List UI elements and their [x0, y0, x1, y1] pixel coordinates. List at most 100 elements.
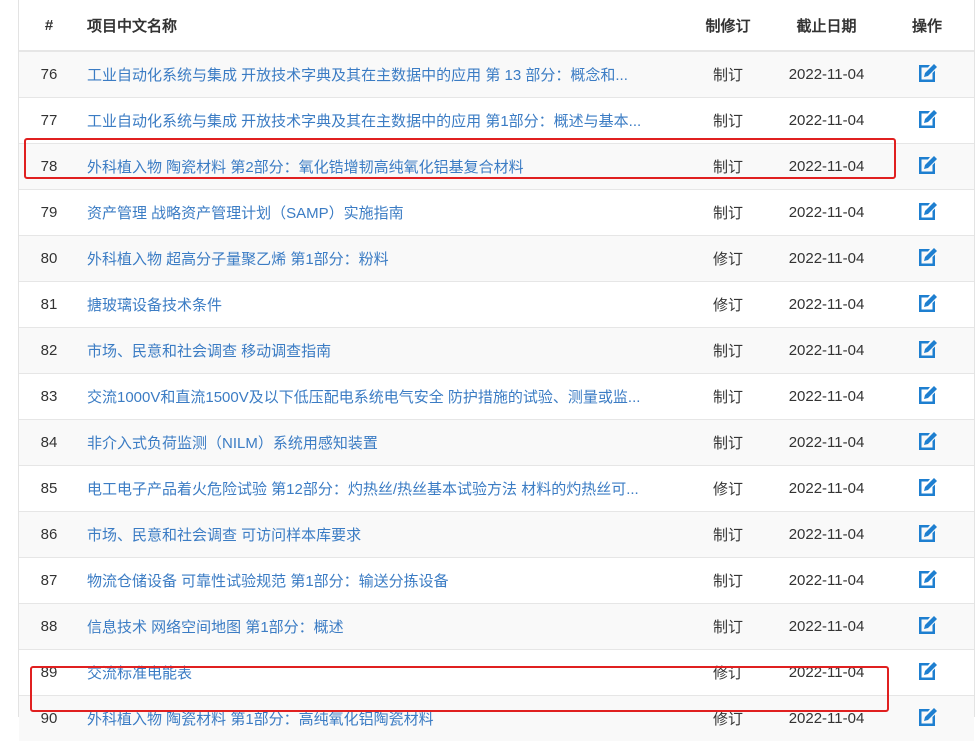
- project-name-link[interactable]: 搪玻璃设备技术条件: [87, 297, 222, 314]
- project-name-link[interactable]: 非介入式负荷监测（NILM）系统用感知装置: [87, 435, 378, 452]
- table-header: # 项目中文名称 制修订 截止日期 操作: [19, 0, 974, 51]
- row-type: 制订: [683, 51, 773, 98]
- project-name-link[interactable]: 交流标准电能表: [87, 665, 192, 682]
- row-name-cell: 外科植入物 超高分子量聚乙烯 第1部分：粉料: [79, 236, 683, 282]
- row-action: [880, 650, 974, 696]
- table-row: 88 信息技术 网络空间地图 第1部分：概述 制订 2022-11-04: [19, 604, 974, 650]
- edit-icon[interactable]: [915, 567, 939, 595]
- project-name-link[interactable]: 资产管理 战略资产管理计划（SAMP）实施指南: [87, 205, 404, 222]
- row-date: 2022-11-04: [773, 466, 880, 512]
- row-number: 76: [19, 51, 79, 98]
- edit-icon[interactable]: [915, 383, 939, 411]
- project-name-link[interactable]: 外科植入物 超高分子量聚乙烯 第1部分：粉料: [87, 251, 389, 268]
- project-name-link[interactable]: 外科植入物 陶瓷材料 第1部分：高纯氧化铝陶瓷材料: [87, 711, 434, 728]
- table-row: 84 非介入式负荷监测（NILM）系统用感知装置 制订 2022-11-04: [19, 420, 974, 466]
- row-name-cell: 外科植入物 陶瓷材料 第2部分：氧化锆增韧高纯氧化铝基复合材料: [79, 144, 683, 190]
- row-date: 2022-11-04: [773, 98, 880, 144]
- row-name-cell: 非介入式负荷监测（NILM）系统用感知装置: [79, 420, 683, 466]
- project-name-link[interactable]: 外科植入物 陶瓷材料 第2部分：氧化锆增韧高纯氧化铝基复合材料: [87, 159, 524, 176]
- row-name-cell: 市场、民意和社会调查 可访问样本库要求: [79, 512, 683, 558]
- row-action: [880, 420, 974, 466]
- table-row: 85 电工电子产品着火危险试验 第12部分：灼热丝/热丝基本试验方法 材料的灼热…: [19, 466, 974, 512]
- row-type: 修订: [683, 696, 773, 741]
- row-date: 2022-11-04: [773, 374, 880, 420]
- table-row: 80 外科植入物 超高分子量聚乙烯 第1部分：粉料 修订 2022-11-04: [19, 236, 974, 282]
- row-date: 2022-11-04: [773, 696, 880, 741]
- table-row: 79 资产管理 战略资产管理计划（SAMP）实施指南 制订 2022-11-04: [19, 190, 974, 236]
- row-action: [880, 282, 974, 328]
- row-action: [880, 512, 974, 558]
- row-name-cell: 交流标准电能表: [79, 650, 683, 696]
- edit-icon[interactable]: [915, 199, 939, 227]
- row-type: 制订: [683, 420, 773, 466]
- row-name-cell: 信息技术 网络空间地图 第1部分：概述: [79, 604, 683, 650]
- row-type: 制订: [683, 144, 773, 190]
- project-name-link[interactable]: 工业自动化系统与集成 开放技术字典及其在主数据中的应用 第 13 部分：概念和.…: [87, 67, 628, 84]
- row-number: 87: [19, 558, 79, 604]
- project-name-link[interactable]: 市场、民意和社会调查 移动调查指南: [87, 343, 331, 360]
- edit-icon[interactable]: [915, 337, 939, 365]
- edit-icon[interactable]: [915, 705, 939, 733]
- row-type: 修订: [683, 466, 773, 512]
- row-number: 82: [19, 328, 79, 374]
- row-number: 84: [19, 420, 79, 466]
- row-type: 制订: [683, 98, 773, 144]
- row-date: 2022-11-04: [773, 190, 880, 236]
- edit-icon[interactable]: [915, 61, 939, 89]
- header-action: 操作: [880, 0, 974, 51]
- row-number: 89: [19, 650, 79, 696]
- row-date: 2022-11-04: [773, 236, 880, 282]
- project-name-link[interactable]: 工业自动化系统与集成 开放技术字典及其在主数据中的应用 第1部分：概述与基本..…: [87, 113, 641, 130]
- row-action: [880, 696, 974, 741]
- edit-icon[interactable]: [915, 475, 939, 503]
- row-date: 2022-11-04: [773, 144, 880, 190]
- row-name-cell: 物流仓储设备 可靠性试验规范 第1部分：输送分拣设备: [79, 558, 683, 604]
- row-action: [880, 604, 974, 650]
- row-action: [880, 466, 974, 512]
- header-name: 项目中文名称: [79, 0, 683, 51]
- edit-icon[interactable]: [915, 153, 939, 181]
- edit-icon[interactable]: [915, 521, 939, 549]
- edit-icon[interactable]: [915, 107, 939, 135]
- edit-icon[interactable]: [915, 429, 939, 457]
- row-number: 81: [19, 282, 79, 328]
- table-row: 86 市场、民意和社会调查 可访问样本库要求 制订 2022-11-04: [19, 512, 974, 558]
- row-action: [880, 374, 974, 420]
- row-action: [880, 190, 974, 236]
- row-date: 2022-11-04: [773, 558, 880, 604]
- header-number: #: [19, 0, 79, 51]
- row-type: 制订: [683, 558, 773, 604]
- row-number: 80: [19, 236, 79, 282]
- project-name-link[interactable]: 交流1000V和直流1500V及以下低压配电系统电气安全 防护措施的试验、测量或…: [87, 389, 640, 406]
- edit-icon[interactable]: [915, 613, 939, 641]
- row-type: 制订: [683, 190, 773, 236]
- row-name-cell: 资产管理 战略资产管理计划（SAMP）实施指南: [79, 190, 683, 236]
- header-type: 制修订: [683, 0, 773, 51]
- table-row: 89 交流标准电能表 修订 2022-11-04: [19, 650, 974, 696]
- row-name-cell: 电工电子产品着火危险试验 第12部分：灼热丝/热丝基本试验方法 材料的灼热丝可.…: [79, 466, 683, 512]
- edit-icon[interactable]: [915, 245, 939, 273]
- project-name-link[interactable]: 信息技术 网络空间地图 第1部分：概述: [87, 619, 344, 636]
- row-action: [880, 98, 974, 144]
- project-name-link[interactable]: 物流仓储设备 可靠性试验规范 第1部分：输送分拣设备: [87, 573, 449, 590]
- edit-icon[interactable]: [915, 659, 939, 687]
- row-action: [880, 236, 974, 282]
- table-row: 77 工业自动化系统与集成 开放技术字典及其在主数据中的应用 第1部分：概述与基…: [19, 98, 974, 144]
- row-date: 2022-11-04: [773, 328, 880, 374]
- row-name-cell: 市场、民意和社会调查 移动调查指南: [79, 328, 683, 374]
- row-date: 2022-11-04: [773, 51, 880, 98]
- edit-icon[interactable]: [915, 291, 939, 319]
- row-date: 2022-11-04: [773, 512, 880, 558]
- row-number: 78: [19, 144, 79, 190]
- table-row: 78 外科植入物 陶瓷材料 第2部分：氧化锆增韧高纯氧化铝基复合材料 制订 20…: [19, 144, 974, 190]
- row-number: 86: [19, 512, 79, 558]
- project-name-link[interactable]: 电工电子产品着火危险试验 第12部分：灼热丝/热丝基本试验方法 材料的灼热丝可.…: [87, 481, 639, 498]
- row-number: 85: [19, 466, 79, 512]
- table-row: 83 交流1000V和直流1500V及以下低压配电系统电气安全 防护措施的试验、…: [19, 374, 974, 420]
- row-type: 修订: [683, 236, 773, 282]
- table-row: 81 搪玻璃设备技术条件 修订 2022-11-04: [19, 282, 974, 328]
- project-name-link[interactable]: 市场、民意和社会调查 可访问样本库要求: [87, 527, 361, 544]
- row-name-cell: 交流1000V和直流1500V及以下低压配电系统电气安全 防护措施的试验、测量或…: [79, 374, 683, 420]
- row-number: 88: [19, 604, 79, 650]
- row-date: 2022-11-04: [773, 282, 880, 328]
